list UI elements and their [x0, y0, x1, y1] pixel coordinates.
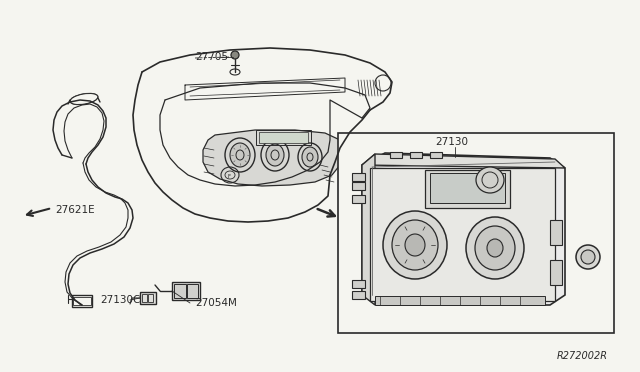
Bar — [72, 295, 92, 307]
Bar — [550, 220, 562, 245]
Bar — [148, 294, 153, 302]
Ellipse shape — [383, 211, 447, 279]
Bar — [352, 173, 365, 181]
Ellipse shape — [231, 51, 239, 59]
Bar — [370, 168, 555, 301]
Bar — [352, 195, 365, 203]
Bar — [352, 182, 365, 190]
Ellipse shape — [405, 234, 425, 256]
Text: 27621E: 27621E — [55, 205, 95, 215]
Ellipse shape — [230, 143, 250, 167]
Ellipse shape — [487, 239, 503, 257]
Text: 27130C: 27130C — [100, 295, 140, 305]
Ellipse shape — [302, 147, 318, 167]
Polygon shape — [362, 153, 565, 305]
Ellipse shape — [476, 167, 504, 193]
Bar — [187, 284, 198, 298]
Polygon shape — [362, 154, 375, 305]
Ellipse shape — [266, 144, 284, 166]
Bar — [425, 170, 510, 208]
Bar — [375, 296, 545, 305]
Polygon shape — [362, 154, 565, 168]
Bar — [390, 152, 402, 158]
Bar — [550, 260, 562, 285]
Ellipse shape — [466, 217, 524, 279]
Bar — [430, 173, 505, 203]
Ellipse shape — [392, 220, 438, 270]
Ellipse shape — [581, 250, 595, 264]
Bar — [172, 282, 200, 300]
Text: F: F — [227, 173, 230, 179]
Bar — [142, 294, 147, 302]
Bar — [410, 152, 422, 158]
Text: 27705: 27705 — [195, 52, 228, 62]
Bar — [256, 130, 311, 145]
Bar — [140, 292, 156, 304]
Bar — [73, 297, 91, 305]
Bar — [259, 132, 308, 143]
Text: 27130: 27130 — [435, 137, 468, 147]
Bar — [174, 284, 186, 298]
Ellipse shape — [70, 93, 98, 105]
Bar — [430, 152, 442, 158]
Polygon shape — [203, 130, 342, 186]
Ellipse shape — [475, 226, 515, 270]
Bar — [352, 280, 365, 288]
Bar — [338, 133, 614, 333]
Bar — [352, 291, 365, 299]
Ellipse shape — [576, 245, 600, 269]
Text: 27054M: 27054M — [195, 298, 237, 308]
Text: R272002R: R272002R — [557, 351, 608, 361]
